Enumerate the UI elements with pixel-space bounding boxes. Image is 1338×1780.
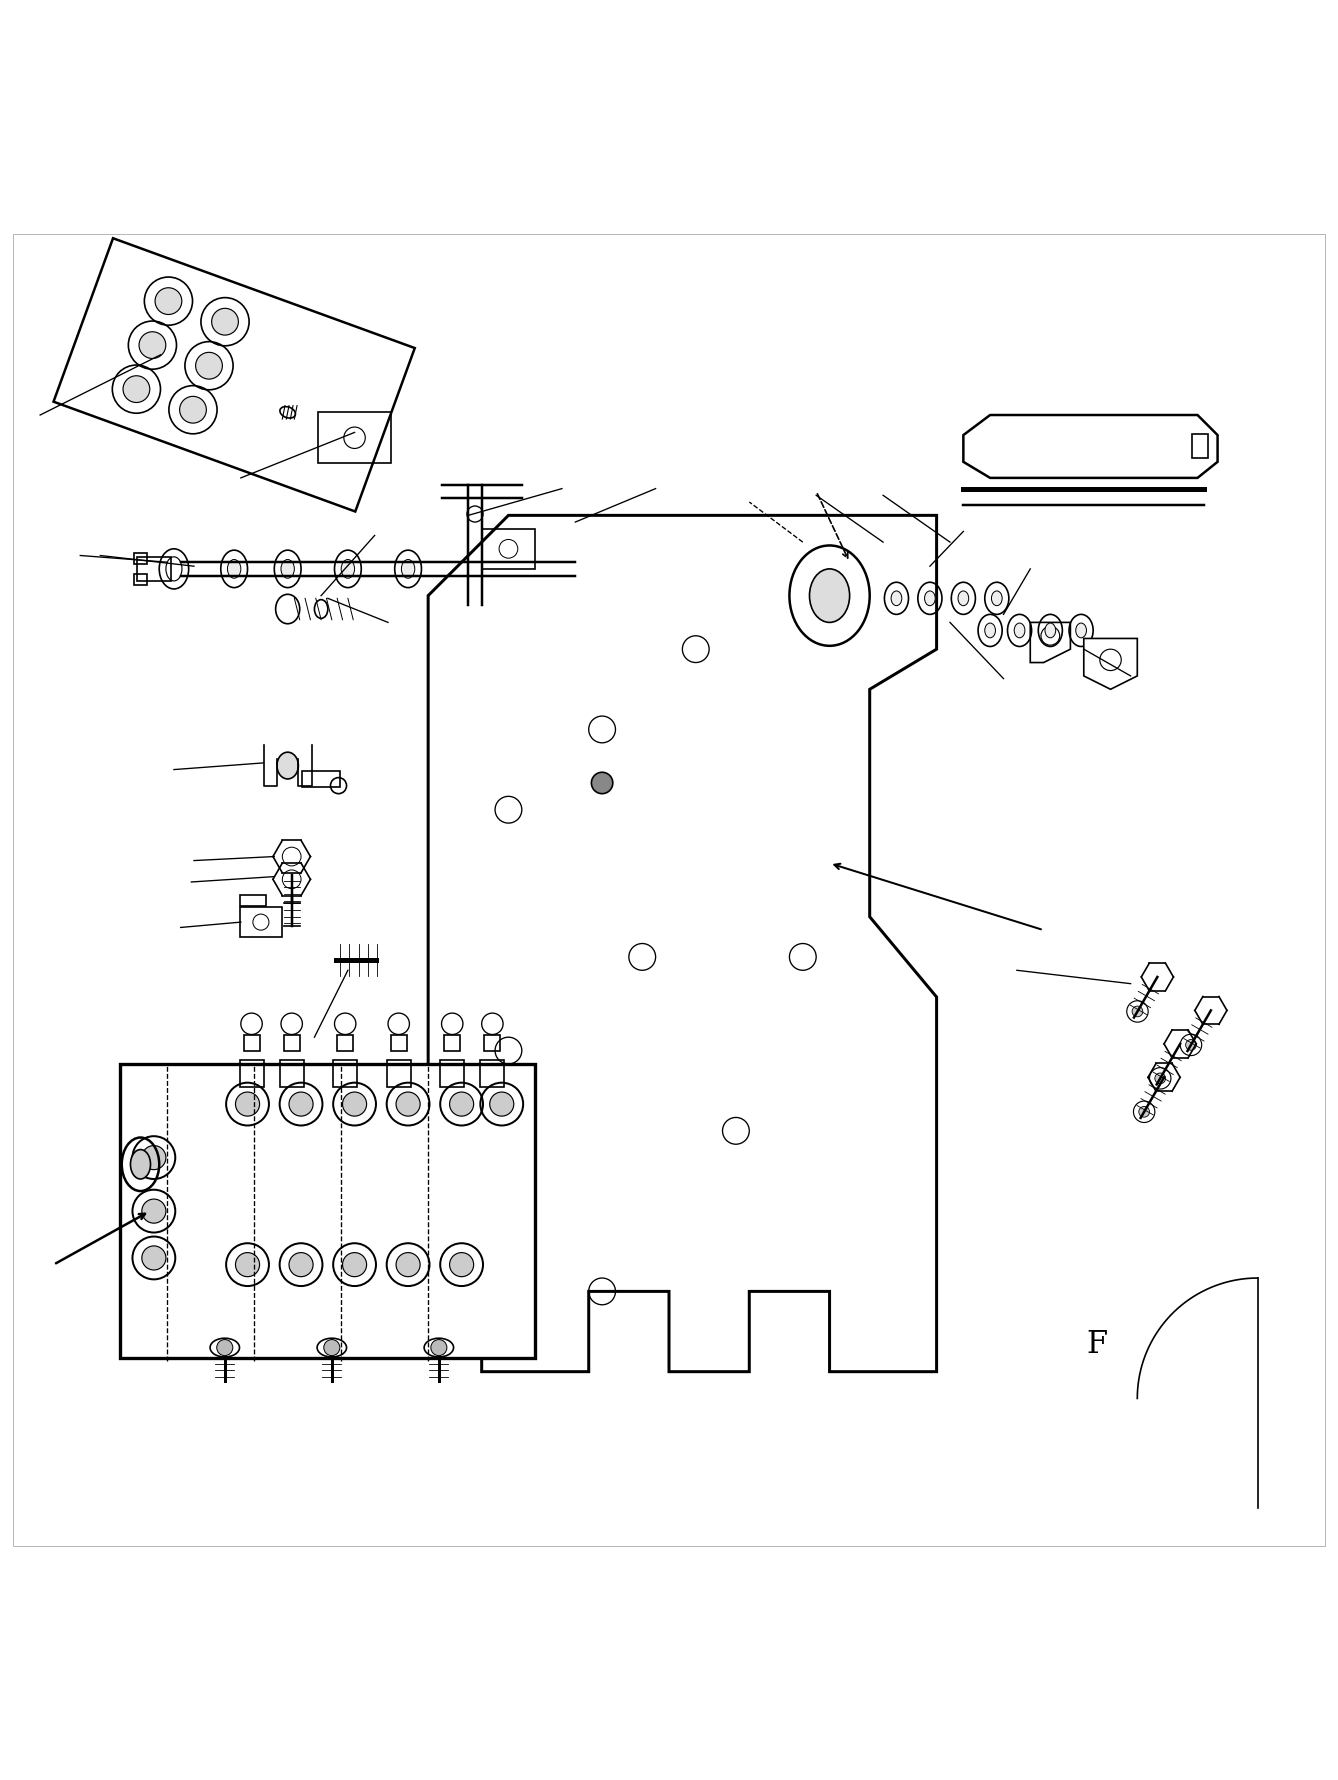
Bar — [284, 1034, 300, 1050]
Bar — [1192, 434, 1208, 457]
Circle shape — [431, 1340, 447, 1356]
Bar — [120, 1064, 535, 1358]
Circle shape — [139, 331, 166, 358]
Circle shape — [217, 1340, 233, 1356]
Ellipse shape — [809, 570, 850, 623]
Circle shape — [235, 1253, 260, 1276]
Ellipse shape — [1045, 623, 1056, 637]
Bar — [240, 1059, 264, 1086]
Polygon shape — [428, 516, 937, 1372]
Bar — [337, 1034, 353, 1050]
Circle shape — [142, 1246, 166, 1269]
Bar — [318, 413, 392, 463]
Ellipse shape — [401, 559, 415, 578]
Circle shape — [235, 1093, 260, 1116]
Bar — [480, 1059, 504, 1086]
Circle shape — [490, 1093, 514, 1116]
Ellipse shape — [958, 591, 969, 605]
Ellipse shape — [341, 559, 355, 578]
Circle shape — [1132, 1006, 1143, 1016]
Circle shape — [1155, 1073, 1165, 1084]
Ellipse shape — [1014, 623, 1025, 637]
Bar — [240, 895, 266, 906]
Circle shape — [396, 1093, 420, 1116]
Circle shape — [289, 1093, 313, 1116]
Circle shape — [211, 308, 238, 335]
Bar — [387, 1059, 411, 1086]
Circle shape — [450, 1093, 474, 1116]
Bar — [482, 529, 535, 570]
Circle shape — [343, 1253, 367, 1276]
Ellipse shape — [991, 591, 1002, 605]
Circle shape — [450, 1253, 474, 1276]
Circle shape — [1139, 1107, 1149, 1118]
Circle shape — [396, 1253, 420, 1276]
Bar — [333, 1059, 357, 1086]
Bar — [244, 1034, 260, 1050]
Ellipse shape — [130, 1150, 150, 1178]
Ellipse shape — [985, 623, 995, 637]
Bar — [444, 1034, 460, 1050]
Circle shape — [324, 1340, 340, 1356]
Bar — [138, 557, 171, 580]
Text: F: F — [1086, 1330, 1108, 1360]
Ellipse shape — [925, 591, 935, 605]
Bar — [440, 1059, 464, 1086]
Bar — [391, 1034, 407, 1050]
Circle shape — [155, 288, 182, 315]
Ellipse shape — [277, 753, 298, 780]
Ellipse shape — [559, 536, 593, 582]
Bar — [280, 1059, 304, 1086]
Polygon shape — [1084, 639, 1137, 689]
Circle shape — [591, 773, 613, 794]
Circle shape — [123, 376, 150, 402]
Circle shape — [343, 1093, 367, 1116]
Polygon shape — [1030, 623, 1070, 662]
Circle shape — [142, 1200, 166, 1223]
Polygon shape — [54, 239, 415, 511]
Bar — [484, 1034, 500, 1050]
Ellipse shape — [281, 559, 294, 578]
Bar — [240, 908, 282, 936]
Ellipse shape — [891, 591, 902, 605]
Circle shape — [289, 1253, 313, 1276]
Ellipse shape — [1076, 623, 1086, 637]
Circle shape — [142, 1146, 166, 1169]
Bar — [302, 771, 340, 787]
Circle shape — [195, 352, 222, 379]
Ellipse shape — [227, 559, 241, 578]
Polygon shape — [963, 415, 1218, 477]
Circle shape — [179, 397, 206, 424]
Bar — [134, 554, 147, 564]
Circle shape — [1185, 1040, 1196, 1050]
Bar — [134, 575, 147, 586]
